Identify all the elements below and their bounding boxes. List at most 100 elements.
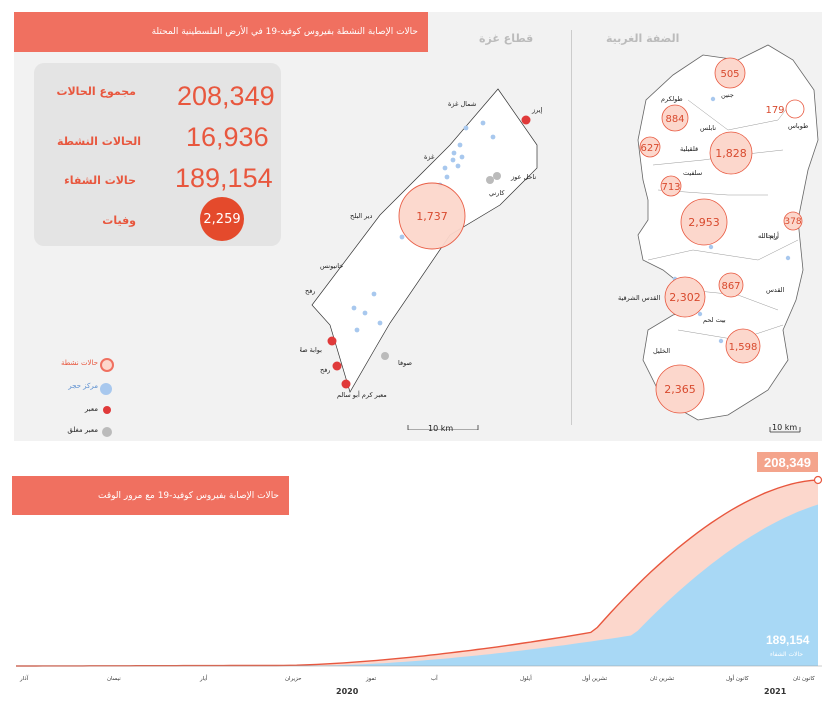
bubble-salfit (660, 175, 682, 197)
closed-crossing-marker (486, 176, 494, 184)
month-label: آذار (20, 676, 29, 682)
label-deir: دير البلح (350, 212, 373, 220)
quarantine-dot (718, 338, 724, 344)
legend-quarantine-icon (100, 383, 112, 395)
bubble-east-jerusalem-value: 2,302 (669, 291, 701, 304)
label-hebron: الخليل (653, 347, 670, 355)
bottom-banner-title: حالات الإصابة بفيروس كوفيد-19 مع مرور ال… (97, 490, 279, 501)
bubble-qalqilya-value: 627 (640, 143, 659, 154)
label-karni: كارني (489, 189, 505, 197)
label-jerusalem: القدس (766, 286, 785, 294)
legend-active-icon (100, 358, 114, 372)
year-label: 2020 (336, 687, 359, 696)
legend-crossing-label: معبر (84, 405, 98, 413)
bubble-nablus-value: 1,828 (715, 147, 747, 160)
crossings (327, 115, 531, 389)
top-banner: حالات الإصابة النشطة بفيروس كوفيد-19 في … (14, 12, 428, 52)
label-nablus: نابلس (700, 124, 716, 132)
bubble-ramallah-value: 2,953 (688, 216, 720, 229)
quarantine-dot (490, 134, 496, 140)
label-gaza: غزة (424, 153, 435, 161)
total-end-badge: 208,349 (757, 452, 818, 472)
quarantine-dot (354, 327, 360, 333)
month-label: آب (431, 676, 438, 682)
label-rafah-crossing: رفح (320, 366, 330, 374)
gaza-title: قطاع غزة (479, 32, 534, 45)
west-bank-title: الضفة الغربية (606, 32, 680, 45)
gaza-map: 1,737 شمال غزة غزة دير البلح خانيونس رفح… (300, 88, 543, 430)
label-qalqilya: قلقيلية (680, 145, 698, 153)
label-tulkarm: طولكرم (661, 95, 683, 103)
wb-bubbles: 505 179 884 627 1,828 713 2,953 378 2,30… (639, 57, 805, 414)
bubble-qalqilya (639, 136, 661, 158)
bubble-1598 (725, 328, 761, 364)
month-label: أيلول (520, 676, 532, 682)
month-label: نيسان (107, 676, 121, 682)
divider (571, 30, 572, 425)
quarantine-dots (351, 120, 496, 333)
year-label: 2021 (764, 687, 787, 696)
gaza-scale-label: 10 km (428, 424, 454, 433)
bottom-banner: حالات الإصابة بفيروس كوفيد-19 مع مرور ال… (12, 476, 289, 515)
label-east-jerusalem: القدس الشرقية (618, 294, 660, 302)
month-label: تموز (366, 676, 377, 682)
gaza-bubble-value: 1,737 (416, 210, 448, 223)
quarantine-dot (377, 320, 383, 326)
label-nahal: ناحل عوز (510, 173, 536, 181)
bubble-hebron (655, 364, 705, 414)
total-end-value: 208,349 (764, 454, 811, 470)
bubble-bethlehem-value: 867 (721, 281, 740, 292)
label-tubas: طوباس (788, 122, 808, 130)
month-label: كانون أول (726, 676, 749, 682)
quarantine-dot (442, 165, 448, 171)
quarantine-dot (371, 291, 377, 297)
deaths-label: وفيات (102, 214, 136, 227)
crossing-marker (332, 361, 342, 371)
active-value: 16,936 (186, 122, 269, 152)
deaths-value: 2,259 (200, 197, 244, 241)
bubble-nablus (709, 131, 753, 175)
quarantine-dot (697, 311, 703, 317)
label-khan: خانيونس (320, 262, 343, 270)
total-value: 208,349 (177, 81, 275, 111)
area-recovered (16, 504, 818, 666)
bubble-tubas (785, 99, 805, 119)
month-label: أيار (200, 676, 208, 682)
label-salahaddin: بوابة صلاح الدين (300, 346, 322, 354)
label-bethlehem: بيت لحم (703, 316, 726, 324)
quarantine-dot (351, 305, 357, 311)
quarantine-dot (362, 310, 368, 316)
legend-closed-icon (102, 427, 112, 437)
quarantine-dot (459, 154, 465, 160)
month-label: حزيران (285, 676, 302, 682)
legend-quarantine-label: مركز حجر (68, 382, 98, 390)
west-bank-map: 505 179 884 627 1,828 713 2,953 378 2,30… (618, 44, 819, 433)
quarantine-dot (457, 142, 463, 148)
recovered-end-name: حالات الشفاء (770, 651, 804, 658)
active-label: الحالات النشطة (56, 135, 141, 148)
crossing-marker (521, 115, 531, 125)
quarantine-dot (708, 244, 714, 250)
bubble-bethlehem (718, 272, 744, 298)
label-jericho: أريحا (766, 231, 779, 240)
bubble-salfit-value: 713 (661, 182, 680, 193)
quarantine-dot (710, 96, 716, 102)
quarantine-dot (463, 125, 469, 131)
closed-crossing-marker (381, 352, 389, 360)
bubble-east-jerusalem (664, 276, 706, 318)
month-label: تشرين ثان (650, 676, 675, 682)
bubble-tulkarm-value: 884 (665, 114, 684, 125)
bubble-tulkarm (661, 104, 689, 132)
month-label: تشرين أول (582, 676, 608, 682)
quarantine-dot (399, 234, 405, 240)
gaza-active-bubble (398, 182, 466, 250)
quarantine-dot (785, 255, 791, 261)
label-jenin: جنين (721, 91, 734, 99)
legend: حالات نشطة مركز حجر معبر معبر مغلق (40, 355, 120, 437)
bubble-hebron-value: 2,365 (664, 383, 696, 396)
bubble-jericho-value: 378 (784, 217, 801, 227)
bubble-tubas-value: 179 (765, 105, 784, 116)
label-salfit: سلفيت (683, 169, 702, 177)
closed-crossing-marker (493, 172, 501, 180)
area-total (16, 480, 818, 666)
